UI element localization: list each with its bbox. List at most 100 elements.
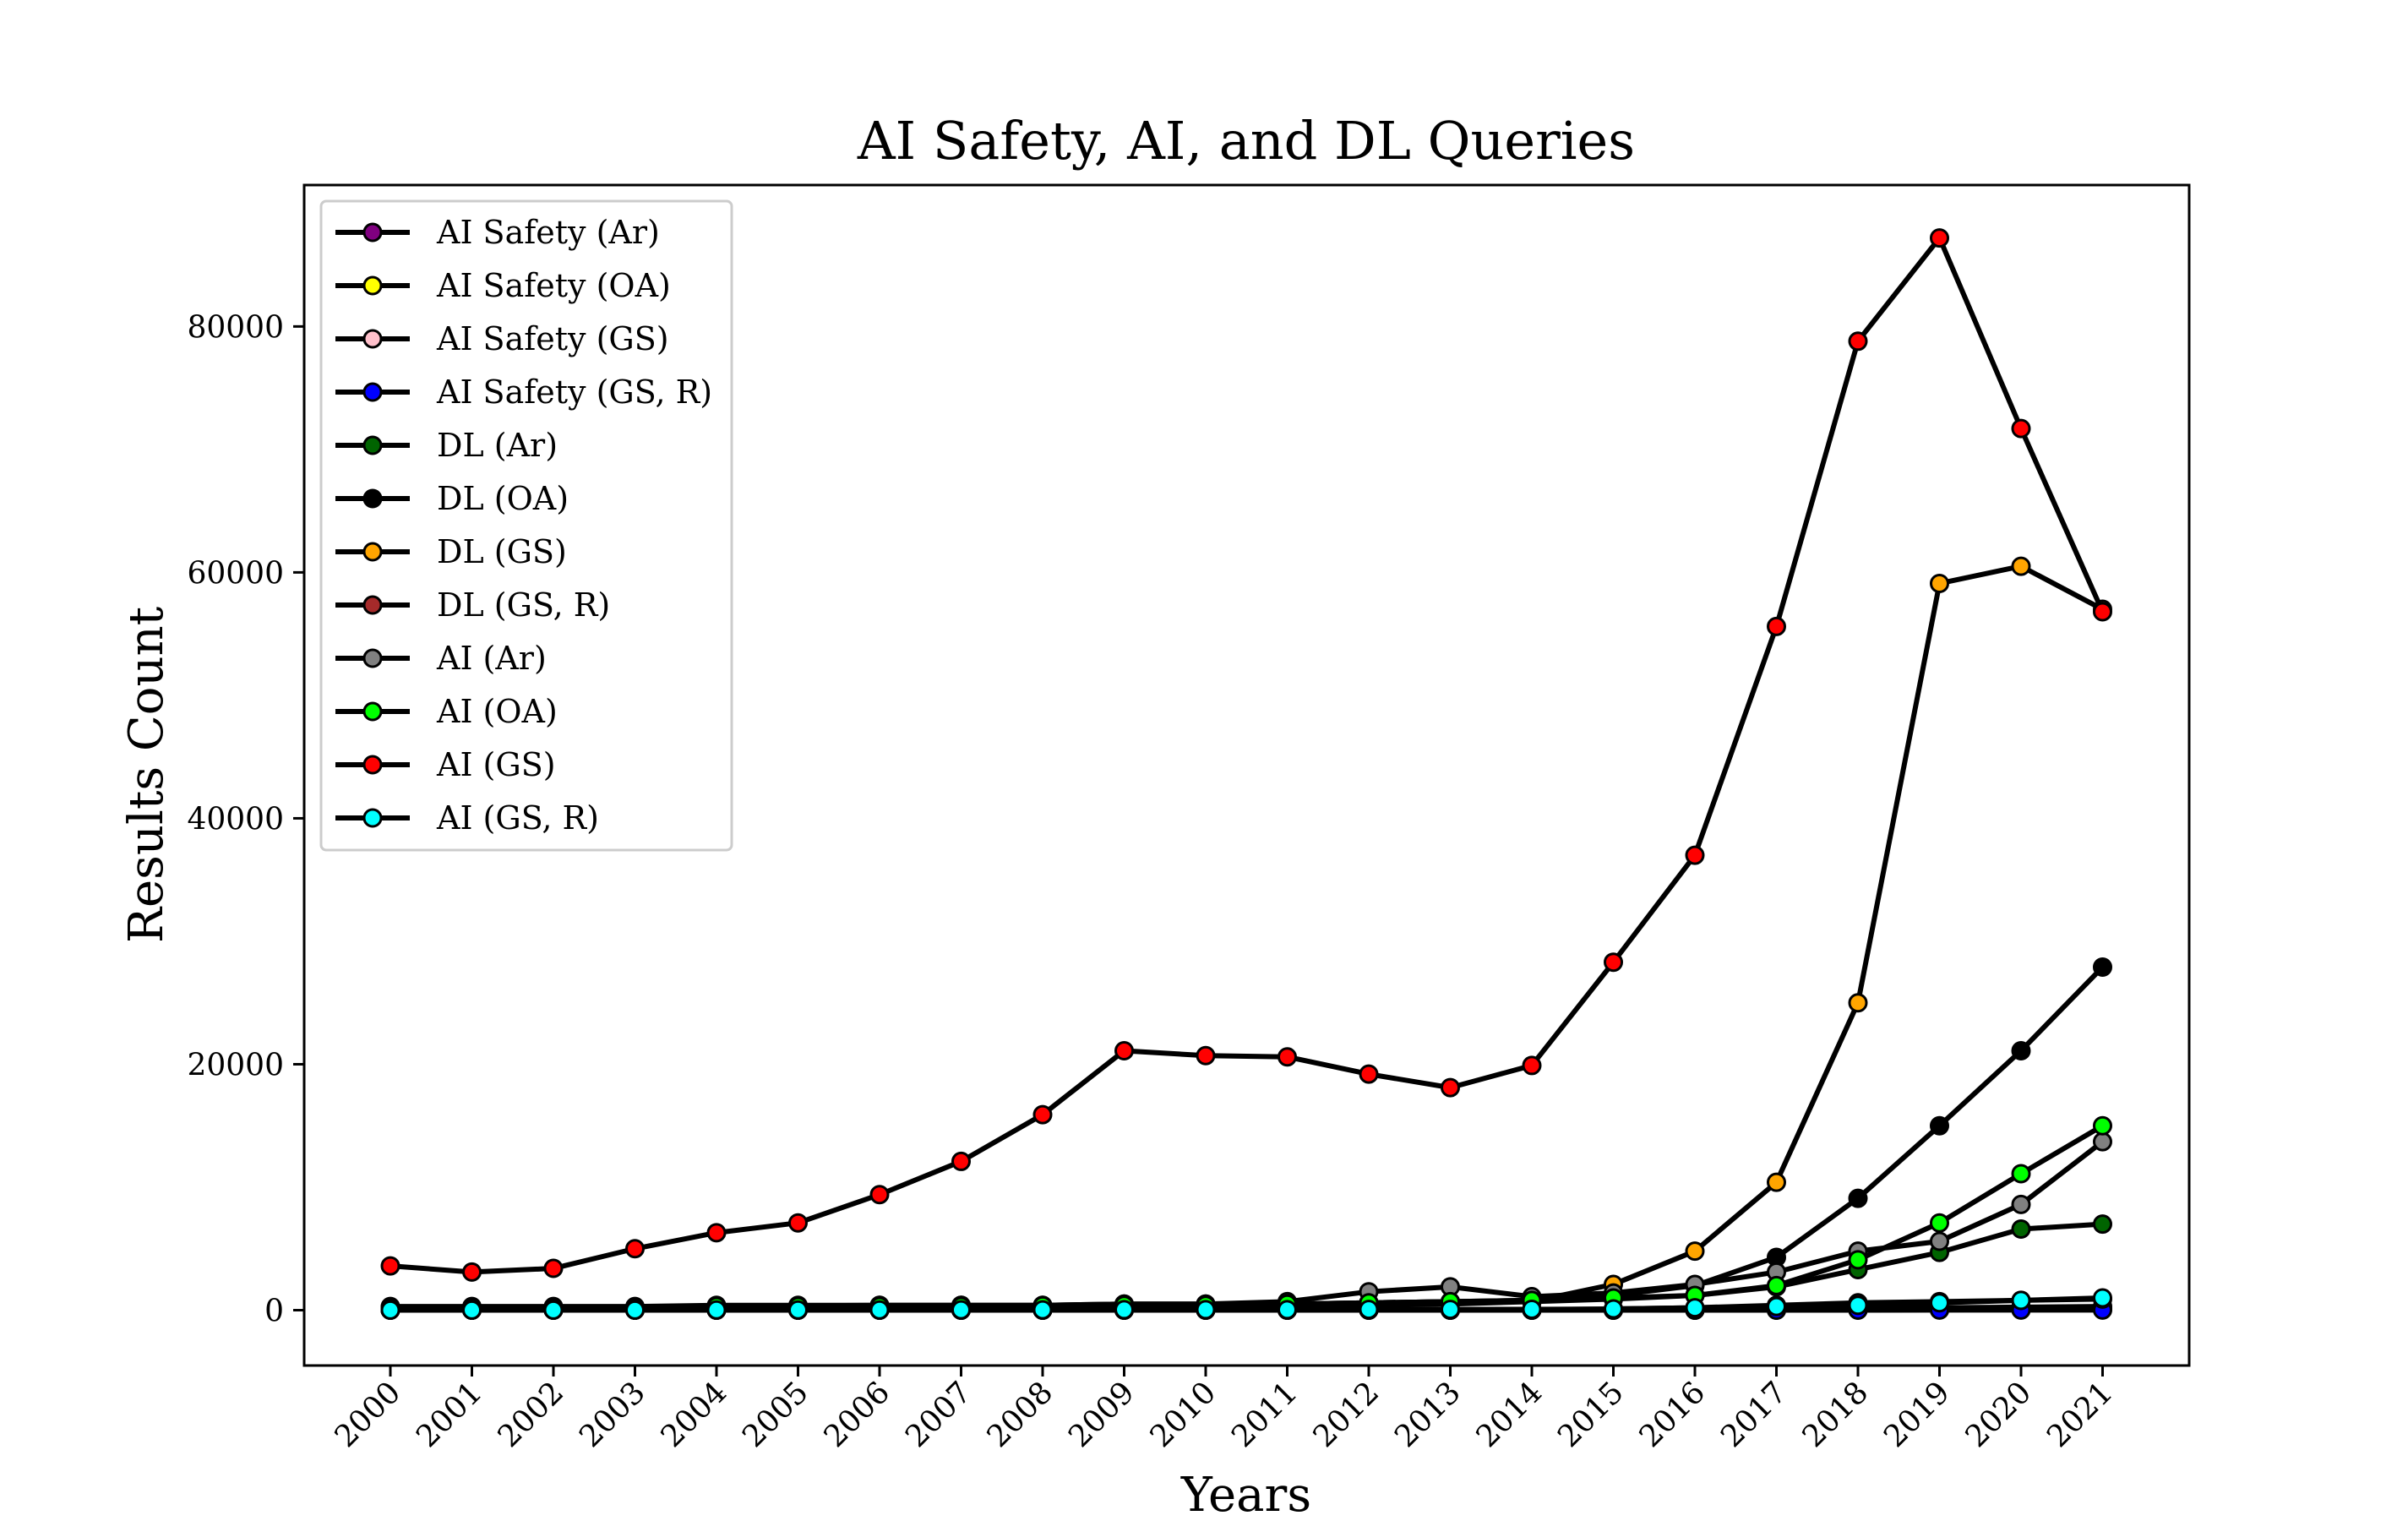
legend-label: AI (GS) [436, 746, 556, 783]
data-point [1359, 1064, 1379, 1084]
data-point [869, 1185, 890, 1205]
data-point [625, 1300, 645, 1320]
legend-box [319, 199, 733, 852]
data-point [706, 1223, 727, 1243]
legend-marker [362, 542, 383, 562]
data-point [543, 1300, 564, 1320]
data-point [2011, 418, 2031, 439]
legend-label: AI (OA) [436, 693, 558, 730]
legend-label: DL (GS, R) [437, 586, 610, 624]
data-point [788, 1300, 808, 1320]
data-point [1114, 1040, 1134, 1060]
legend-label: AI (Ar) [436, 640, 547, 677]
data-point [2011, 556, 2031, 576]
series-line [390, 235, 2106, 1275]
legend-item: DL (GS, R) [335, 586, 610, 624]
legend-item: DL (Ar) [335, 427, 558, 464]
legend-label: AI (GS, R) [436, 799, 599, 837]
data-point [1930, 1293, 1949, 1313]
data-point [788, 1213, 808, 1233]
data-point [380, 1300, 400, 1320]
data-point [1685, 1241, 1705, 1262]
data-point [2093, 1115, 2112, 1136]
data-point [951, 1300, 971, 1320]
legend-marker [362, 275, 383, 296]
data-point [2011, 1164, 2031, 1184]
legend: AI Safety (Ar) AI Safety (OA) AI Safety (G… [319, 199, 733, 852]
data-point [1196, 1300, 1216, 1320]
y-tick-label: 0 [264, 1295, 284, 1329]
data-point [1767, 1296, 1786, 1317]
data-point [1767, 1275, 1786, 1295]
legend-marker [362, 488, 383, 509]
data-point [2011, 1040, 2031, 1060]
data-point [1032, 1104, 1053, 1125]
data-point [1604, 952, 1623, 973]
data-point [1441, 1300, 1460, 1320]
legend-item: AI (Ar) [335, 640, 547, 677]
legend-item: AI Safety (Ar) [335, 214, 660, 251]
data-point [706, 1300, 727, 1320]
legend-label: AI Safety (GS) [436, 320, 669, 357]
legend-marker [362, 808, 383, 828]
data-point [2093, 602, 2112, 622]
data-point [1930, 573, 1949, 593]
legend-marker [362, 755, 383, 775]
legend-marker [362, 329, 383, 349]
data-point [625, 1239, 645, 1259]
data-point [1848, 331, 1868, 352]
legend-item: DL (OA) [335, 480, 569, 517]
data-point [1359, 1300, 1379, 1320]
legend-label: AI Safety (Ar) [436, 214, 660, 251]
data-point [2093, 1131, 2112, 1152]
legend-item: AI Safety (GS, R) [335, 373, 712, 411]
data-point [1848, 1250, 1868, 1270]
legend-marker [362, 435, 383, 455]
data-point [380, 1256, 400, 1276]
data-point [1278, 1300, 1297, 1320]
legend-label: AI Safety (GS, R) [436, 373, 712, 411]
data-point [543, 1258, 564, 1278]
legend-marker [362, 595, 383, 615]
plot-area [380, 228, 2112, 1321]
data-point [1848, 993, 1868, 1013]
data-point [1930, 1231, 1949, 1251]
data-point [462, 1300, 482, 1320]
legend-item: AI Safety (GS) [335, 320, 669, 357]
y-axis: 0 20000 40000 60000 80000 [187, 310, 304, 1329]
data-point [1685, 1298, 1705, 1318]
data-point [2093, 957, 2112, 978]
legend-label: DL (OA) [437, 480, 569, 517]
data-point [1196, 1045, 1216, 1066]
legend-item: DL (GS) [335, 533, 567, 570]
legend-item: AI (GS) [335, 746, 556, 783]
data-point [2093, 1214, 2112, 1235]
data-point [951, 1151, 971, 1171]
data-point [1685, 845, 1705, 865]
data-point [1930, 228, 1949, 248]
series-line [390, 1295, 2103, 1313]
axes-frame [302, 183, 2191, 1367]
data-point [1930, 1213, 1949, 1233]
legend-marker [362, 701, 383, 722]
data-point [1848, 1295, 1868, 1316]
y-tick-label: 40000 [187, 802, 284, 837]
x-axis-label: Years [1180, 1468, 1311, 1521]
legend-marker [362, 222, 383, 243]
legend-label: DL (GS) [437, 533, 567, 570]
data-point [1930, 1115, 1949, 1136]
legend-marker [362, 382, 383, 402]
data-point [2093, 1288, 2112, 1308]
data-point [869, 1300, 890, 1320]
legend-label: DL (Ar) [437, 427, 558, 464]
series-11 [380, 1288, 2112, 1320]
data-point [2011, 1218, 2031, 1239]
y-tick-label: 20000 [187, 1048, 284, 1082]
series-10 [380, 228, 2112, 1282]
legend-item: AI (OA) [335, 693, 558, 730]
chart-title: AI Safety, AI, and DL Queries [857, 110, 1635, 172]
data-point [2011, 1290, 2031, 1311]
legend-item: AI Safety (OA) [335, 267, 671, 304]
legend-label: AI Safety (OA) [436, 267, 671, 304]
